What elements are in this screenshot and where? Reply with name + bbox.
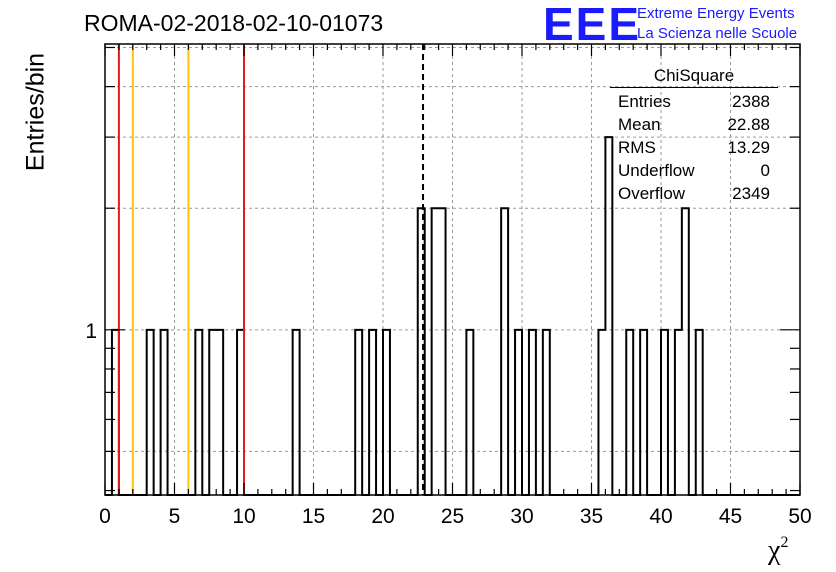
histogram-bin <box>112 330 119 495</box>
histogram-bin <box>543 330 550 495</box>
histogram-bin <box>439 208 446 495</box>
x-axis-label: χ2 <box>768 534 788 567</box>
histogram-bin <box>237 330 244 495</box>
stats-label: Entries <box>618 92 671 111</box>
stats-label: Mean <box>618 115 661 134</box>
stats-rows: Entries 2388 Mean 22.88 RMS 13.29 Underflow 0 Ov… <box>610 90 778 205</box>
histogram-bin <box>432 208 439 495</box>
histogram-bin <box>383 330 390 495</box>
stats-row-entries: Entries 2388 <box>610 90 778 113</box>
histogram-bin <box>466 330 473 495</box>
stats-value: 13.29 <box>727 138 770 157</box>
histogram-bin <box>515 330 522 495</box>
stats-value: 2388 <box>732 92 770 111</box>
histogram-bin <box>675 330 682 495</box>
histogram-bin <box>418 208 425 495</box>
histogram-bin <box>626 330 633 495</box>
histogram-bin <box>682 208 689 495</box>
histogram-bin <box>661 330 668 495</box>
stats-row-mean: Mean 22.88 <box>610 113 778 136</box>
stats-label: RMS <box>618 138 656 157</box>
x-tick-label: 0 <box>99 505 111 528</box>
histogram-bin <box>529 330 536 495</box>
histogram-bin <box>369 330 376 495</box>
x-tick-label: 40 <box>649 505 672 528</box>
histogram-bin <box>293 330 300 495</box>
x-tick-label: 20 <box>371 505 394 528</box>
stats-row-overflow: Overflow 2349 <box>610 182 778 205</box>
eee-logo-mark: EEE <box>543 0 642 50</box>
stats-label: Underflow <box>618 161 695 180</box>
histogram-bin <box>640 330 647 495</box>
stats-value: 0 <box>760 161 770 180</box>
x-tick-label: 10 <box>232 505 255 528</box>
histogram-bin <box>501 208 508 495</box>
x-tick-label: 50 <box>788 505 811 528</box>
x-tick-label: 45 <box>719 505 742 528</box>
stats-row-rms: RMS 13.29 <box>610 136 778 159</box>
stats-label: Overflow <box>618 184 686 203</box>
x-tick-label: 25 <box>441 505 464 528</box>
logo-line-2: La Scienza nelle Scuole <box>637 25 798 42</box>
x-tick-label: 35 <box>580 505 603 528</box>
histogram-bin <box>209 330 216 495</box>
x-axis-label-symbol: χ <box>768 535 781 566</box>
x-tick-label: 15 <box>302 505 325 528</box>
x-axis-label-exponent: 2 <box>780 534 789 551</box>
stats-title: ChiSquare <box>610 66 778 88</box>
stats-box: ChiSquare Entries 2388 Mean 22.88 RMS 13.29 Un… <box>610 66 778 205</box>
histogram-bin <box>195 330 202 495</box>
histogram-bin <box>147 330 154 495</box>
logo-line-1: Extreme Energy Events <box>637 5 795 22</box>
histogram-bin <box>216 330 223 495</box>
stats-value: 2349 <box>732 184 770 203</box>
histogram-bin <box>696 330 703 495</box>
histogram-bin <box>598 330 605 495</box>
stats-value: 22.88 <box>727 115 770 134</box>
stats-row-underflow: Underflow 0 <box>610 159 778 182</box>
y-tick-label: 1 <box>85 320 97 343</box>
x-tick-label: 30 <box>510 505 533 528</box>
chart-title: ROMA-02-2018-02-10-01073 <box>84 10 384 36</box>
histogram-bin <box>355 330 362 495</box>
x-tick-label: 5 <box>169 505 181 528</box>
histogram-bin <box>161 330 168 495</box>
